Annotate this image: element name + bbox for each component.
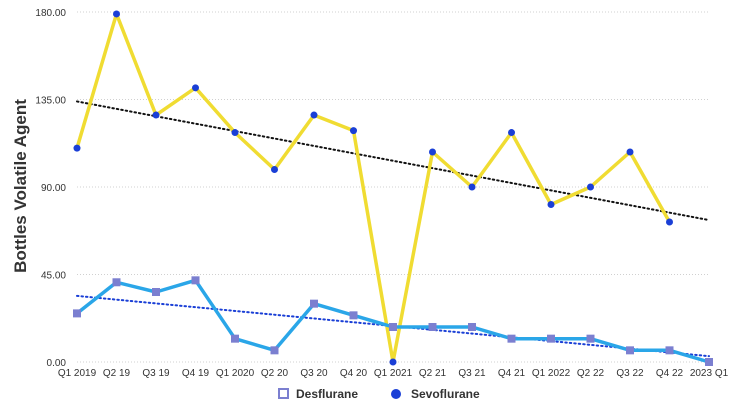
x-tick-label: Q1 2021: [374, 368, 413, 379]
x-tick-label: Q3 19: [142, 368, 170, 379]
x-tick-label: Q1 2019: [58, 368, 97, 379]
y-tick-label: 180.00: [35, 8, 66, 19]
legend-desflurane-marker: [278, 388, 289, 399]
x-tick-label: Q3 21: [458, 368, 486, 379]
data-point-sevoflurane: [192, 84, 199, 92]
grid-lines: [77, 11, 709, 363]
trendline-sevoflurane: [76, 100, 710, 222]
y-tick-label: 90.00: [41, 183, 66, 194]
data-point-desflurane: [389, 323, 397, 331]
x-tick-label: Q2 22: [577, 368, 605, 379]
x-tick-label: Q4 22: [656, 368, 684, 379]
x-tick-label: Q2 21: [419, 368, 447, 379]
data-point-sevoflurane: [389, 358, 397, 366]
data-point-sevoflurane: [152, 111, 160, 119]
series-line-desflurane: [75, 278, 711, 364]
data-point-sevoflurane: [113, 10, 120, 18]
data-point-sevoflurane: [547, 201, 555, 208]
data-point-desflurane: [191, 276, 200, 285]
data-point-desflurane: [310, 299, 318, 308]
data-point-desflurane: [349, 311, 358, 320]
data-point-desflurane: [112, 278, 121, 287]
data-point-desflurane: [507, 334, 516, 343]
data-point-sevoflurane: [310, 111, 318, 119]
x-tick-label: Q4 21: [498, 368, 526, 379]
data-point-desflurane: [665, 346, 674, 355]
x-tick-label: Q1 2020: [216, 368, 255, 379]
y-tick-label: 135.00: [35, 96, 66, 107]
data-point-desflurane: [586, 334, 595, 343]
x-tick-label: Q1 2022: [532, 368, 571, 379]
series-line-sevoflurane: [75, 12, 672, 364]
x-tick-label: Q3 22: [616, 368, 644, 379]
data-point-sevoflurane: [666, 218, 673, 226]
legend-sevoflurane-marker: [391, 389, 401, 399]
legend-sevoflurane-label: Sevoflurane: [411, 387, 480, 401]
data-point-sevoflurane: [350, 127, 357, 135]
data-point-desflurane: [73, 309, 81, 318]
x-tick-label: Q2 20: [261, 368, 289, 379]
legend-desflurane-label: Desflurane: [296, 387, 358, 401]
data-point-desflurane: [270, 346, 279, 355]
x-axis-ticks: Q1 2019 Q2 19 Q3 19 Q4 19 Q1 2020 Q2 20 Q3 20 Q…: [58, 368, 729, 379]
series-lines: [75, 12, 711, 364]
data-point-sevoflurane: [626, 148, 634, 156]
data-point-desflurane: [705, 358, 713, 366]
legend: Desflurane Sevoflurane: [278, 387, 480, 401]
data-point-desflurane: [626, 346, 634, 355]
x-tick-label: Q2 19: [103, 368, 131, 379]
data-point-sevoflurane: [73, 144, 81, 152]
x-tick-label: Q4 19: [182, 368, 210, 379]
data-point-sevoflurane: [508, 129, 515, 137]
trendlines: [76, 100, 710, 358]
data-point-desflurane: [468, 323, 476, 331]
data-point-sevoflurane: [468, 183, 476, 191]
data-point-desflurane: [428, 323, 437, 331]
data-point-sevoflurane: [429, 148, 436, 156]
data-point-sevoflurane: [231, 129, 239, 137]
y-axis-ticks: 0.00 45.00 90.00 135.00 180.00: [35, 8, 66, 369]
data-point-desflurane: [547, 334, 555, 343]
data-point-sevoflurane: [587, 183, 594, 191]
data-point-sevoflurane: [271, 166, 278, 173]
data-point-desflurane: [152, 288, 160, 296]
x-tick-label: 2023 Q1: [690, 368, 729, 379]
y-tick-label: 45.00: [41, 271, 66, 282]
x-tick-label: Q3 20: [300, 368, 328, 379]
y-tick-label: 0.00: [47, 358, 67, 369]
data-point-desflurane: [231, 334, 239, 343]
series-markers: [73, 10, 713, 366]
x-tick-label: Q4 20: [340, 368, 368, 379]
y-axis-label: Bottles Volatile Agent: [11, 99, 30, 273]
